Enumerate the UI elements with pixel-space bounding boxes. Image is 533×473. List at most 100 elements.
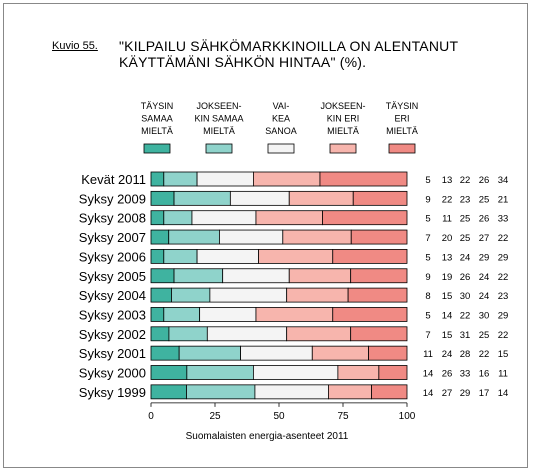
x-tick-label: 50 bbox=[273, 411, 285, 422]
bar-segment bbox=[350, 326, 408, 342]
value-label: 34 bbox=[498, 175, 509, 186]
bar-segment bbox=[163, 248, 198, 264]
category-label: Syksy 2006 bbox=[79, 249, 146, 264]
bar-segment bbox=[209, 287, 288, 303]
value-label: 22 bbox=[460, 175, 471, 186]
value-label: 25 bbox=[479, 194, 490, 205]
bar-segment bbox=[252, 171, 321, 187]
bar-segment bbox=[186, 365, 254, 380]
category-label: Syksy 2009 bbox=[79, 191, 146, 206]
value-label: 11 bbox=[442, 214, 452, 225]
legend-label: KIN ERI bbox=[327, 114, 360, 124]
category-label: Syksy 2004 bbox=[79, 288, 146, 303]
bar-segment bbox=[352, 190, 408, 206]
bar-segment bbox=[322, 210, 408, 226]
bar-segment bbox=[150, 326, 170, 342]
x-tick-label: 0 bbox=[148, 411, 154, 422]
value-label: 22 bbox=[498, 272, 509, 283]
value-label: 15 bbox=[442, 330, 453, 341]
bar-segment bbox=[173, 268, 224, 284]
bar-segment bbox=[150, 345, 180, 361]
bar-segment bbox=[378, 365, 408, 380]
value-label: 24 bbox=[479, 291, 490, 302]
category-label: Syksy 1999 bbox=[79, 385, 146, 400]
bar-segment bbox=[196, 171, 254, 187]
bar-segment bbox=[252, 365, 339, 380]
bar-segment bbox=[337, 365, 380, 380]
bar-segment bbox=[191, 210, 257, 226]
category-label: Syksy 2001 bbox=[79, 346, 146, 361]
legend-label: SANOA bbox=[265, 126, 297, 136]
value-label: 8 bbox=[425, 291, 430, 302]
bar-segment bbox=[168, 326, 208, 342]
value-label: 26 bbox=[479, 175, 490, 186]
legend-swatch bbox=[267, 143, 295, 154]
value-label: 29 bbox=[460, 388, 471, 399]
value-label: 30 bbox=[479, 310, 490, 321]
legend: TÄYSIN SAMAA MIELTÄ JOKSEEN- KIN SAMAA MIELTÄ… bbox=[141, 101, 418, 154]
value-label: 22 bbox=[460, 310, 471, 321]
legend-label: ERI bbox=[394, 114, 409, 124]
bar-segment bbox=[171, 287, 211, 303]
value-label: 17 bbox=[479, 388, 490, 399]
value-label: 30 bbox=[460, 291, 471, 302]
bar-segment bbox=[328, 384, 372, 400]
bar-segment bbox=[282, 229, 352, 245]
value-label: 11 bbox=[423, 349, 433, 360]
value-label: 7 bbox=[425, 233, 430, 244]
chart-title-line-2: KÄYTTÄMÄNI SÄHKÖN HINTAA" (%). bbox=[119, 54, 367, 70]
legend-label: MIELTÄ bbox=[327, 126, 359, 136]
value-label: 22 bbox=[442, 194, 453, 205]
x-axis: 0 25 50 75 100 bbox=[148, 402, 416, 422]
value-label: 24 bbox=[479, 272, 490, 283]
bar-segment bbox=[150, 307, 165, 322]
value-label: 31 bbox=[460, 330, 471, 341]
category-label: Syksy 2002 bbox=[79, 327, 146, 342]
bar-segment bbox=[219, 229, 284, 245]
legend-label: MIELTÄ bbox=[141, 126, 173, 136]
value-label: 19 bbox=[442, 272, 453, 283]
bar-segment bbox=[288, 268, 352, 284]
legend-label: MIELTÄ bbox=[203, 126, 235, 136]
value-label: 5 bbox=[425, 252, 430, 263]
value-label: 33 bbox=[498, 214, 509, 225]
category-label: Kevät 2011 bbox=[81, 172, 146, 187]
value-label: 24 bbox=[442, 349, 453, 360]
category-label: Syksy 2000 bbox=[79, 366, 146, 381]
value-label: 16 bbox=[479, 369, 490, 380]
value-label: 15 bbox=[442, 291, 453, 302]
x-tick-label: 100 bbox=[399, 411, 416, 422]
value-label: 22 bbox=[479, 349, 490, 360]
value-label: 14 bbox=[423, 369, 434, 380]
value-label: 14 bbox=[442, 310, 453, 321]
bar-segment bbox=[286, 326, 352, 342]
value-label: 5 bbox=[425, 214, 430, 225]
legend-swatch bbox=[388, 143, 416, 154]
value-label: 22 bbox=[498, 330, 509, 341]
value-label: 5 bbox=[425, 175, 430, 186]
value-label: 5 bbox=[425, 310, 430, 321]
bar-segment bbox=[150, 384, 187, 400]
x-tick-label: 75 bbox=[337, 411, 349, 422]
legend-label: KEA bbox=[272, 114, 290, 124]
value-label: 26 bbox=[479, 214, 490, 225]
value-label: 27 bbox=[479, 233, 490, 244]
category-label: Syksy 2003 bbox=[79, 307, 146, 322]
value-label: 25 bbox=[460, 214, 471, 225]
bars: Kevät 2011 5 13 22 26 34 Syksy 2009 9 22 23 25 21 Sy… bbox=[79, 171, 509, 400]
legend-label: JOKSEEN- bbox=[320, 101, 365, 111]
legend-label: TÄYSIN bbox=[141, 101, 174, 111]
bar-segment bbox=[150, 268, 175, 284]
value-label: 11 bbox=[498, 369, 508, 380]
bar-segment bbox=[150, 210, 165, 226]
bar-segment bbox=[332, 307, 408, 322]
legend-swatch bbox=[205, 143, 233, 154]
bar-segment bbox=[163, 307, 201, 322]
value-label: 14 bbox=[423, 388, 434, 399]
bar-segment bbox=[332, 248, 408, 264]
legend-label: MIELTÄ bbox=[386, 126, 418, 136]
bar-segment bbox=[178, 345, 242, 361]
bar-segment bbox=[222, 268, 290, 284]
bar-segment bbox=[286, 287, 349, 303]
